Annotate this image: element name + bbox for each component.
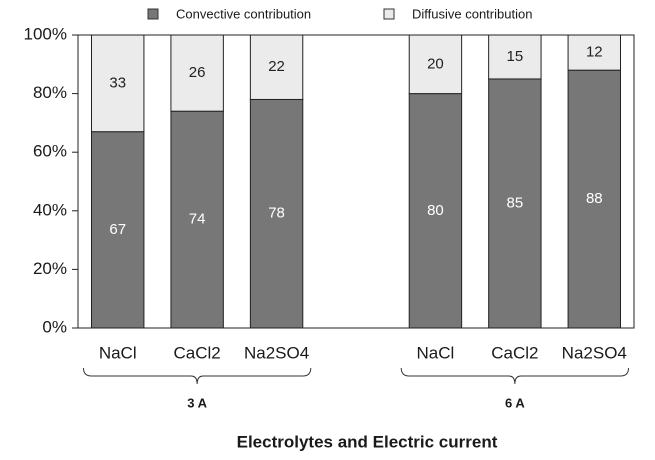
data-label: 15 — [507, 48, 524, 65]
bar-segment — [91, 34, 145, 133]
data-label: 12 — [586, 44, 603, 61]
x-tick-label: CaCl2 — [491, 343, 538, 362]
bar-segment — [488, 34, 542, 80]
bar-segment — [249, 34, 304, 100]
y-tick-label: 80% — [33, 83, 67, 102]
y-tick-label: 0% — [42, 317, 67, 336]
plot-frame — [77, 34, 635, 329]
group-brace — [400, 367, 629, 385]
bar-segment — [408, 93, 463, 329]
data-label: 26 — [189, 64, 206, 81]
data-label: 78 — [268, 205, 285, 222]
x-tick-label: NaCl — [417, 343, 455, 362]
data-label: 88 — [586, 190, 603, 207]
y-tick-label: 100% — [24, 24, 67, 43]
data-label: 22 — [268, 58, 285, 75]
bar-segment — [170, 110, 224, 329]
bar-segment — [249, 98, 304, 329]
x-tick-label: NaCl — [99, 343, 137, 362]
data-label: 20 — [427, 55, 444, 72]
x-tick-label: Na2SO4 — [562, 343, 627, 362]
legend-label: Convective contribution — [176, 6, 311, 21]
bar-segment — [408, 34, 463, 95]
data-label: 33 — [109, 74, 126, 91]
group-label: 3 A — [187, 395, 207, 410]
x-tick-label: Na2SO4 — [244, 343, 309, 362]
y-tick-label: 20% — [33, 259, 67, 278]
data-label: 85 — [507, 194, 524, 211]
group-label: 6 A — [505, 395, 525, 410]
legend-swatch — [383, 8, 395, 20]
data-label: 67 — [109, 221, 126, 238]
legend-swatch — [147, 8, 159, 20]
x-axis-title: Electrolytes and Electric current — [237, 432, 498, 451]
x-tick-label: CaCl2 — [174, 343, 221, 362]
data-label: 80 — [427, 202, 444, 219]
data-label: 74 — [189, 211, 206, 228]
y-tick-label: 60% — [33, 142, 67, 161]
group-brace — [83, 367, 312, 385]
y-tick-label: 40% — [33, 200, 67, 219]
legend-label: Diffusive contribution — [412, 6, 532, 21]
bar-segment — [567, 69, 621, 329]
